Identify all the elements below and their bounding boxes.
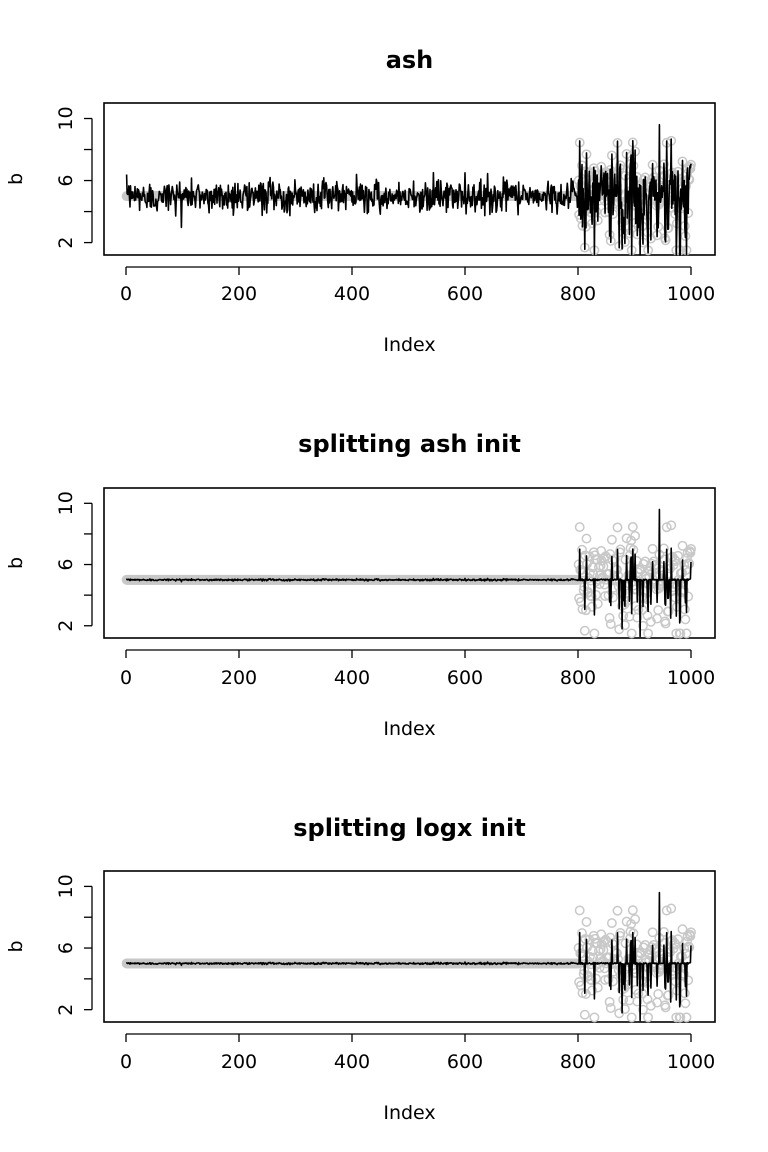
y-tick-label: 2 [55, 237, 77, 249]
data-point [606, 534, 617, 545]
y-tick-label: 2 [55, 1004, 77, 1016]
y-tick-label: 6 [55, 558, 77, 570]
y-tick-label: 6 [55, 175, 77, 187]
x-tick-label: 200 [221, 1051, 257, 1073]
data-point [574, 905, 585, 916]
x-tick-label: 800 [560, 283, 596, 305]
series-line [125, 891, 692, 1022]
data-point [574, 522, 585, 533]
x-axis-label: Index [383, 1102, 435, 1124]
y-tick-label: 6 [55, 942, 77, 954]
x-tick-label: 0 [120, 667, 132, 689]
series-line [125, 123, 692, 256]
plot-frame [103, 102, 716, 256]
data-point [605, 1003, 616, 1013]
data-point [643, 1012, 654, 1023]
data-point [606, 918, 617, 929]
y-tick-label: 10 [55, 491, 77, 515]
data-point [612, 522, 623, 533]
data-point [653, 605, 664, 616]
x-tick-label: 1000 [667, 283, 715, 305]
data-point [605, 619, 616, 630]
x-tick-label: 600 [447, 667, 483, 689]
data-point [612, 905, 623, 916]
x-tick-label: 400 [334, 1051, 370, 1073]
chart-title: ash [386, 46, 434, 74]
data-point [680, 614, 691, 625]
y-axis-label: b [5, 173, 27, 185]
y-tick-label: 2 [55, 620, 77, 632]
panel-3: splitting logx init 0 200 400 600 800 1000 Inde… [5, 814, 716, 1124]
x-tick-label: 600 [447, 1051, 483, 1073]
panel-2: splitting ash init 0 200 400 600 800 1000 Index… [5, 430, 716, 740]
data-point [653, 989, 664, 999]
data-point [581, 916, 592, 927]
x-tick-label: 1000 [667, 667, 715, 689]
y-tick-label: 10 [55, 874, 77, 898]
x-tick-label: 200 [221, 283, 257, 305]
data-point [627, 905, 638, 916]
data-point [686, 159, 696, 170]
data-point [581, 533, 592, 544]
y-axis-label: b [5, 940, 27, 952]
data-point [627, 521, 638, 532]
x-tick-label: 0 [120, 283, 132, 305]
data-point [579, 1009, 590, 1020]
x-tick-label: 800 [560, 1051, 596, 1073]
x-tick-label: 800 [560, 667, 596, 689]
x-tick-label: 400 [334, 667, 370, 689]
series-line [125, 508, 692, 638]
y-axis: 2 6 10 [55, 106, 93, 249]
data-point [626, 628, 637, 639]
data-point [579, 625, 590, 636]
data-point [589, 1012, 600, 1023]
x-axis: 0 200 400 600 800 1000 [120, 649, 715, 689]
x-axis: 0 200 400 600 800 1000 [120, 266, 715, 305]
data-point [626, 1012, 637, 1023]
x-axis: 0 200 400 600 800 1000 [120, 1033, 715, 1073]
x-tick-label: 1000 [667, 1051, 715, 1073]
y-axis: 2 6 10 [55, 874, 93, 1016]
x-axis-label: Index [383, 334, 435, 356]
chart-title: splitting ash init [298, 430, 521, 458]
panel-1: ash 0 200 400 600 800 1000 Index 2 6 10 b [5, 46, 716, 356]
data-point [680, 998, 691, 1009]
y-axis: 2 6 10 [55, 491, 93, 632]
chart-title: splitting logx init [293, 814, 525, 842]
y-axis-label: b [5, 557, 27, 569]
x-tick-label: 600 [447, 283, 483, 305]
data-point [643, 628, 654, 639]
x-tick-label: 200 [221, 667, 257, 689]
x-tick-label: 400 [334, 283, 370, 305]
data-point [679, 988, 690, 999]
data-point [589, 628, 600, 639]
x-tick-label: 0 [120, 1051, 132, 1073]
x-axis-label: Index [383, 718, 435, 740]
plot-frame [103, 487, 716, 639]
y-tick-label: 10 [55, 106, 77, 130]
data-point [679, 604, 690, 615]
